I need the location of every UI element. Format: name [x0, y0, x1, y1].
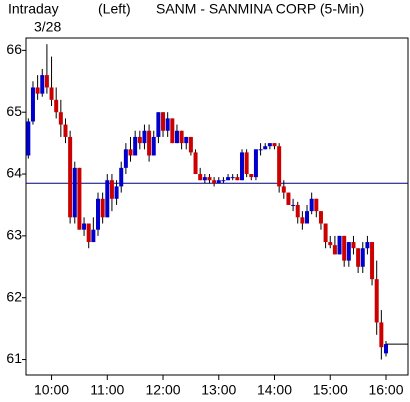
candle-body — [100, 198, 105, 218]
y-tick-label: 66 — [6, 41, 22, 57]
plot-frame — [25, 37, 409, 376]
intraday-label: Intraday — [8, 1, 59, 17]
candle-body — [44, 75, 49, 88]
candle-body — [314, 198, 319, 212]
candle-body — [30, 87, 35, 122]
x-tick-label: 10:00 — [34, 382, 69, 398]
axis-side-label: (Left) — [98, 1, 131, 17]
y-tick-label: 62 — [6, 288, 22, 304]
candle-body — [383, 344, 388, 354]
candle-body — [165, 118, 170, 131]
candle-body — [202, 177, 207, 181]
candle-body — [263, 146, 268, 150]
candle-body — [133, 136, 138, 156]
candle-body — [193, 152, 198, 175]
x-tick-label: 14:00 — [257, 382, 292, 398]
candle-body — [207, 177, 212, 181]
candle-body — [142, 130, 147, 144]
candle-body — [26, 121, 31, 156]
candle-body — [253, 149, 258, 178]
candle-body — [318, 211, 323, 224]
candle-body — [374, 279, 379, 323]
candle-body — [221, 180, 226, 182]
candle-body — [309, 198, 314, 212]
candle-body — [244, 152, 249, 175]
chart-title: SANM - SANMINA CORP (5-Min) — [156, 1, 364, 17]
candle-body — [323, 223, 328, 243]
candle-body — [212, 180, 217, 184]
candle-body — [161, 112, 166, 131]
candle-body — [198, 174, 203, 181]
candle-body — [226, 177, 231, 181]
candle-body — [68, 136, 73, 218]
x-tick-label: 13:00 — [201, 382, 236, 398]
candle-body — [151, 136, 156, 156]
candle-body — [105, 180, 110, 218]
candle-body — [370, 242, 375, 280]
candle-body — [281, 186, 286, 193]
candle-body — [291, 204, 296, 206]
candle-body — [300, 217, 305, 224]
candle-body — [147, 130, 152, 156]
candle-body — [156, 112, 161, 137]
candle-body — [91, 229, 96, 243]
candle-body — [123, 149, 128, 168]
candle-body — [77, 167, 82, 230]
candle-body — [188, 136, 193, 153]
candle-body — [258, 149, 263, 151]
candle-body — [109, 180, 114, 199]
candle-body — [351, 242, 356, 249]
date-label: 3/28 — [34, 19, 61, 35]
candle-body — [342, 235, 347, 261]
candle-body — [174, 130, 179, 144]
candle-body — [170, 118, 175, 144]
candle-body — [58, 112, 63, 125]
candle-body — [35, 87, 40, 94]
candle-body — [356, 248, 361, 267]
candle-body — [230, 177, 235, 179]
candle-body — [365, 242, 370, 249]
candle-body — [114, 186, 119, 199]
candle-body — [128, 149, 133, 156]
candle-body — [346, 242, 351, 261]
candle-body — [295, 204, 300, 218]
y-tick-label: 64 — [6, 165, 22, 181]
y-tick-label: 65 — [6, 103, 22, 119]
x-tick-label: 11:00 — [90, 382, 124, 398]
candle-body — [86, 223, 91, 243]
candle-body — [332, 245, 337, 255]
candle-body — [137, 136, 142, 144]
candle-body — [54, 99, 59, 113]
candle-body — [379, 322, 384, 348]
candle-body — [277, 146, 282, 187]
candle-body — [249, 174, 254, 178]
candle-body — [305, 211, 310, 224]
y-tick-label: 61 — [6, 350, 22, 366]
candle-body — [49, 87, 54, 100]
candle-body — [235, 177, 240, 181]
candle-body — [95, 198, 100, 230]
candle-body — [267, 143, 272, 147]
candle-body — [216, 180, 221, 184]
x-tick-label: 12:00 — [146, 382, 181, 398]
candle-body — [119, 167, 124, 187]
candle-body — [63, 124, 68, 137]
candle-body — [184, 136, 189, 144]
y-tick-label: 63 — [6, 227, 22, 243]
candle-body — [239, 152, 244, 181]
candle-body — [328, 242, 333, 246]
x-tick-label: 16:00 — [368, 382, 403, 398]
candle-body — [179, 130, 184, 144]
candle-body — [337, 235, 342, 255]
candle-body — [272, 143, 277, 147]
candle-body — [40, 75, 45, 94]
candle-body — [82, 223, 87, 230]
x-tick-label: 15:00 — [313, 382, 348, 398]
candle-body — [72, 167, 77, 218]
candle-body — [360, 248, 365, 267]
candle-body — [286, 192, 291, 205]
